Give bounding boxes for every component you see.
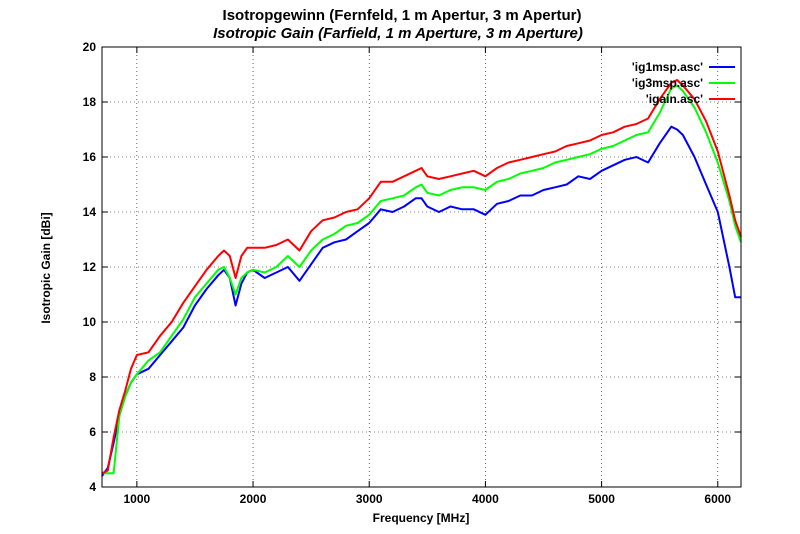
y-axis-label: Isotropic Gain [dBi]: [39, 212, 53, 323]
y-tick-label: 16: [83, 150, 97, 164]
legend-label: 'ig3msp.asc': [632, 76, 703, 90]
y-tick-label: 18: [83, 95, 97, 109]
x-tick-label: 2000: [240, 492, 267, 506]
series-line-0: [101, 125, 741, 477]
chart-subtitle: Isotropic Gain (Farfield, 1 m Aperture, …: [213, 25, 583, 42]
x-axis-label: Frequency [MHz]: [373, 511, 470, 525]
y-tick-label: 10: [83, 315, 97, 329]
y-tick-label: 6: [89, 425, 96, 439]
legend-label: 'ig1msp.asc': [632, 60, 703, 74]
series-line-2: [101, 79, 742, 475]
legend-label: 'igain.asc': [646, 92, 703, 106]
x-tick-label: 6000: [704, 492, 731, 506]
x-tick-label: 1000: [124, 492, 151, 506]
x-tick-label: 5000: [588, 492, 615, 506]
y-tick-label: 20: [83, 40, 97, 54]
x-tick-label: 4000: [472, 492, 499, 506]
plot-frame: [101, 46, 742, 488]
y-tick-label: 12: [83, 260, 97, 274]
y-tick-label: 8: [89, 370, 96, 384]
data-series: [101, 79, 742, 477]
y-tick-label: 14: [83, 205, 97, 219]
chart-title: Isotropgewinn (Fernfeld, 1 m Apertur, 3 …: [223, 7, 582, 24]
series-line-1: [102, 84, 742, 475]
grid: [102, 47, 741, 487]
axis-ticks: 4 6 8 10 12 14 16 18 20 1000 2000 3000 4000 5000 6000: [83, 40, 741, 506]
legend: 'ig1msp.asc' 'ig3msp.asc' 'igain.asc': [632, 60, 735, 106]
x-tick-label: 3000: [356, 492, 383, 506]
y-tick-label: 4: [89, 480, 96, 494]
